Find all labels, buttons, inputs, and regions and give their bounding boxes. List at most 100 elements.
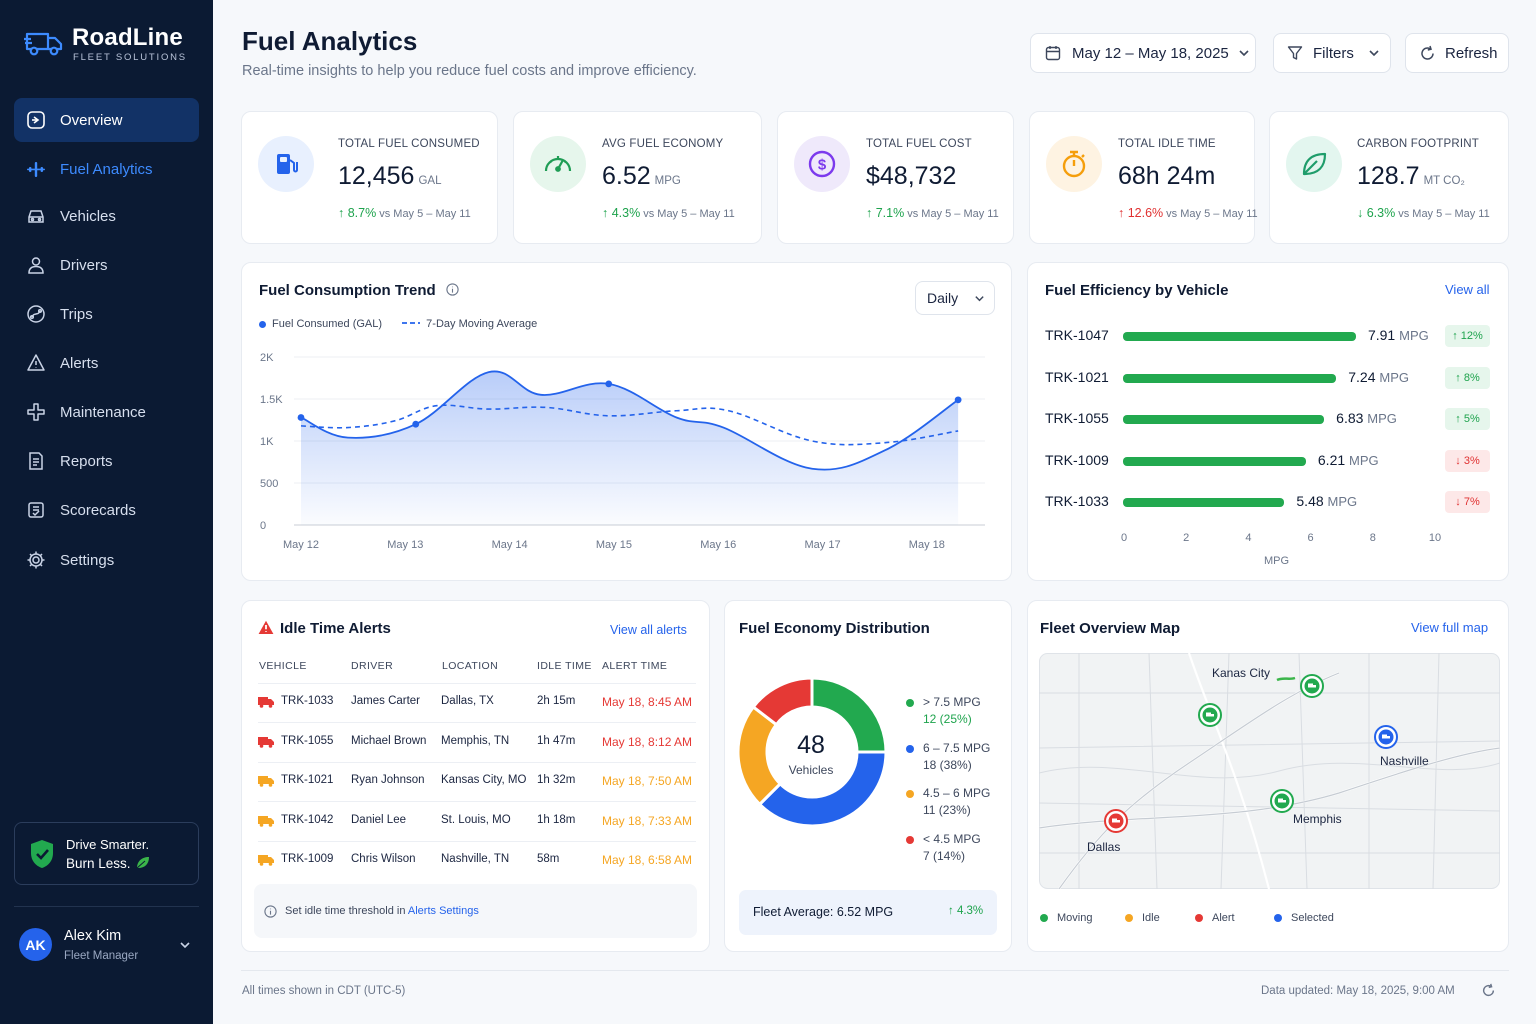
kpi-compare: vs May 5 – May 11 (643, 208, 735, 220)
sidebar-item-trips[interactable]: Trips (14, 292, 199, 336)
efficiency-badge: ↓ 7% (1445, 491, 1490, 514)
sidebar-item-drivers[interactable]: Drivers (14, 243, 199, 287)
kpi-value: 6.52 MPG (602, 162, 681, 191)
page-subtitle: Real-time insights to help you reduce fu… (242, 63, 697, 79)
data-updated-label: Data updated: (1261, 985, 1334, 997)
col-header-location: LOCATION (442, 660, 499, 672)
kpi-compare: vs May 5 – May 11 (379, 208, 471, 220)
legend-count: 18 (38%) (923, 757, 972, 772)
kpi-value-number: $48,732 (866, 162, 957, 190)
vehicle-marker-selected[interactable] (1374, 725, 1398, 749)
user-name[interactable]: Alex Kim (64, 928, 122, 944)
refresh-icon[interactable] (1481, 983, 1496, 998)
chevron-down-icon[interactable] (178, 938, 192, 952)
col-header-driver: DRIVER (351, 660, 394, 672)
cell-alert: May 18, 8:45 AM (602, 695, 693, 709)
efficiency-unit: MPG (1349, 452, 1379, 468)
view-full-map-link[interactable]: View full map (1411, 620, 1489, 635)
fuel-pump-icon (258, 136, 314, 192)
sidebar-item-scorecards[interactable]: Scorecards (14, 488, 199, 532)
sidebar-divider (14, 906, 199, 907)
promo-card: Drive Smarter. Burn Less. (14, 822, 199, 885)
legend-label: Idle (1142, 912, 1160, 924)
period-select[interactable]: Daily (915, 281, 995, 315)
efficiency-row[interactable]: TRK-1009 6.21 MPG ↓ 3% (1045, 449, 1495, 472)
x-tick-label: May 18 (909, 539, 945, 551)
vehicle-id: TRK-1055 (1045, 410, 1109, 427)
efficiency-title: Fuel Efficiency by Vehicle (1045, 282, 1229, 299)
kpi-change: ↓ 6.3% vs May 5 – May 11 (1357, 206, 1490, 220)
fleet-map[interactable]: Kanas City Nashville Memphis Dallas (1039, 653, 1500, 889)
vehicle-marker-alert[interactable] (1104, 809, 1128, 833)
table-header-divider (258, 683, 696, 684)
sidebar-item-alerts[interactable]: Alerts (14, 341, 199, 385)
distribution-donut-chart (736, 676, 888, 828)
trend-legend: Fuel Consumed (GAL) 7-Day Moving Average (259, 318, 537, 330)
legend-marker (1125, 914, 1133, 923)
efficiency-badge: ↓ 3% (1445, 449, 1490, 472)
sidebar-item-label: Drivers (60, 256, 108, 274)
data-updated: Data updated: May 18, 2025, 9:00 AM (1261, 985, 1455, 997)
efficiency-view-all-link[interactable]: View all (1445, 282, 1490, 297)
cell-alert: May 18, 6:58 AM (602, 853, 693, 867)
efficiency-row[interactable]: TRK-1047 7.91 MPG ↑ 12% (1045, 325, 1495, 347)
view-all-alerts-link[interactable]: View all alerts (610, 623, 687, 637)
legend-marker (1195, 914, 1203, 923)
efficiency-bar (1123, 415, 1325, 425)
efficiency-tick-label: 2 (1183, 532, 1190, 544)
efficiency-badge: ↑ 8% (1445, 366, 1490, 389)
legend-moving-average: 7-Day Moving Average (426, 318, 538, 330)
series-line-moving-average (300, 404, 959, 446)
x-tick-label: May 12 (283, 539, 319, 551)
efficiency-bar (1123, 498, 1285, 508)
kpi-card-idle-time: TOTAL IDLE TIME 68h 24m ↑ 12.6% vs May 5 … (1029, 111, 1258, 244)
sidebar-item-maintenance[interactable]: Maintenance (14, 390, 199, 434)
kpi-value-number: 6.52 (602, 162, 651, 190)
sidebar-item-fuel-analytics[interactable]: Fuel Analytics (14, 147, 199, 191)
data-point[interactable] (605, 380, 613, 388)
sidebar-item-overview[interactable]: Overview (14, 98, 199, 142)
kpi-change: ↑ 8.7% vs May 5 – May 11 (338, 206, 471, 220)
scorecard-icon (28, 502, 44, 518)
legend-label: Alert (1212, 912, 1235, 924)
info-icon[interactable] (446, 283, 459, 296)
donut-slice[interactable] (757, 750, 888, 828)
efficiency-row[interactable]: TRK-1021 7.24 MPG ↑ 8% (1045, 366, 1495, 389)
sidebar-item-label: Settings (60, 551, 115, 569)
data-point[interactable] (954, 396, 962, 404)
filters-label: Filters (1313, 44, 1354, 62)
cell-alert: May 18, 7:50 AM (602, 774, 693, 788)
efficiency-row[interactable]: TRK-1033 5.48 MPG ↓ 7% (1045, 491, 1495, 514)
data-point[interactable] (412, 420, 420, 428)
vehicle-marker-moving[interactable] (1270, 789, 1294, 813)
kpi-compare: vs May 5 – May 11 (907, 208, 999, 220)
map-city-label: Memphis (1293, 812, 1342, 826)
legend-count: 11 (23%) (923, 803, 971, 817)
y-tick-label: 0 (260, 520, 266, 532)
y-tick-label: 1K (260, 436, 274, 448)
sidebar-item-reports[interactable]: Reports (14, 439, 199, 483)
vehicle-marker-moving[interactable] (1198, 703, 1222, 727)
avatar[interactable]: AK (19, 928, 52, 961)
truck-icon (258, 697, 274, 708)
kpi-change: ↑ 7.1% vs May 5 – May 11 (866, 206, 999, 220)
map-legend-item: Idle (1125, 912, 1160, 924)
date-range-picker[interactable]: May 12 – May 18, 2025 (1030, 33, 1256, 73)
kpi-value: $48,732 (866, 162, 956, 191)
alerts-settings-link[interactable]: Alerts Settings (407, 905, 479, 917)
filters-button[interactable]: Filters (1273, 33, 1391, 73)
sidebar-item-settings[interactable]: Settings (14, 538, 199, 582)
donut-total-label: Vehicles (788, 763, 834, 777)
data-point[interactable] (297, 414, 305, 421)
kpi-label: CARBON FOOTPRINT (1357, 138, 1480, 150)
kpi-value: 68h 24m (1118, 162, 1215, 191)
refresh-button[interactable]: Refresh (1405, 33, 1509, 73)
cell-vehicle: TRK-1021 (281, 774, 334, 786)
efficiency-row[interactable]: TRK-1055 6.83 MPG ↑ 5% (1045, 408, 1495, 431)
legend-marker (1040, 914, 1048, 923)
vehicle-marker-moving[interactable] (1300, 674, 1324, 698)
donut-slice[interactable] (751, 676, 814, 727)
sidebar-item-vehicles[interactable]: Vehicles (14, 194, 199, 238)
efficiency-value: 6.21 MPG (1317, 451, 1379, 468)
efficiency-bar (1123, 373, 1337, 383)
